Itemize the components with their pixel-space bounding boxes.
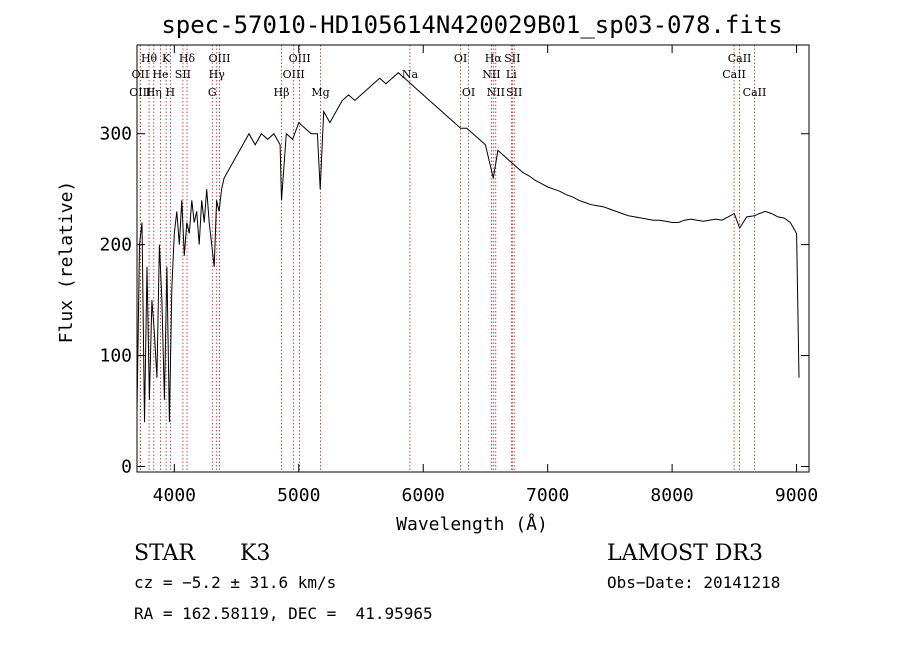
spectral-line-label: CaII (728, 52, 752, 65)
object-subclass: K3 (240, 541, 270, 566)
spectral-line-label: Na (402, 68, 419, 81)
spectral-line-label: K (162, 52, 171, 65)
spectral-line-label: OIII (289, 52, 311, 65)
y-tick-label: 0 (121, 456, 132, 477)
spectral-line-label: Mg (311, 86, 329, 99)
spectral-line-labels: Hθ OII OIII K He Hη Hδ SII H OIII Hγ G OIII OIII Hβ Mg N… (129, 52, 766, 99)
spectral-line-label: CaII (722, 68, 746, 81)
spectral-line-label: OIII (129, 86, 151, 99)
spectral-line-label: SII (175, 68, 191, 81)
x-tick-label: 4000 (153, 485, 196, 506)
spectral-line-label: OI (462, 86, 475, 99)
spectral-line-label: OII (132, 68, 150, 81)
spectral-line-markers (139, 45, 755, 472)
plot-frame (136, 44, 810, 473)
x-axis-label: Wavelength (Å) (396, 513, 548, 535)
spectral-line-label: Hβ (274, 86, 290, 99)
redshift-cz: cz = −5.2 ± 31.6 km/s (134, 573, 336, 592)
y-axis: 0 100 200 300 (99, 124, 809, 477)
x-tick-label: 8000 (650, 485, 693, 506)
spectral-line-label: Hδ (179, 52, 196, 65)
spectral-line-label: He (152, 68, 168, 81)
spectral-line-label: OI (454, 52, 467, 65)
spectral-line-label: CaII (743, 86, 767, 99)
x-tick-label: 5000 (277, 485, 320, 506)
spectral-line-label: Li (506, 68, 517, 81)
spectral-line-label: Hγ (209, 68, 226, 81)
spectral-line-label: OIII (283, 68, 305, 81)
coordinates: RA = 162.58119, DEC = 41.95965 (134, 604, 433, 623)
spectral-line-label: Hθ (141, 52, 158, 65)
x-axis: 4000 5000 6000 7000 8000 9000 (153, 45, 818, 506)
spectral-line-label: H (166, 86, 176, 99)
y-tick-label: 100 (99, 346, 132, 367)
object-class: STAR (134, 541, 196, 566)
spectral-line-label: NII (482, 68, 500, 81)
y-tick-label: 200 (99, 235, 132, 256)
spectral-line-label: Hα (485, 52, 503, 65)
chart-title: spec-57010-HD105614N420029B01_sp03-078.f… (161, 11, 782, 39)
spectral-line-label: OIII (208, 52, 230, 65)
spectral-line-label: Hη (146, 86, 162, 99)
spectral-line-label: G (208, 86, 217, 99)
x-tick-label: 9000 (775, 485, 818, 506)
y-axis-label: Flux (relative) (56, 181, 77, 344)
observation-date: Obs−Date: 20141218 (607, 573, 780, 592)
survey-name: LAMOST DR3 (607, 541, 763, 566)
x-tick-label: 6000 (402, 485, 445, 506)
spectral-line-label: SII (504, 52, 520, 65)
y-tick-label: 300 (99, 124, 132, 145)
x-tick-label: 7000 (526, 485, 569, 506)
spectral-line-label: SII (506, 86, 522, 99)
spectrum-line (136, 72, 800, 423)
spectral-line-label: NII (487, 86, 505, 99)
